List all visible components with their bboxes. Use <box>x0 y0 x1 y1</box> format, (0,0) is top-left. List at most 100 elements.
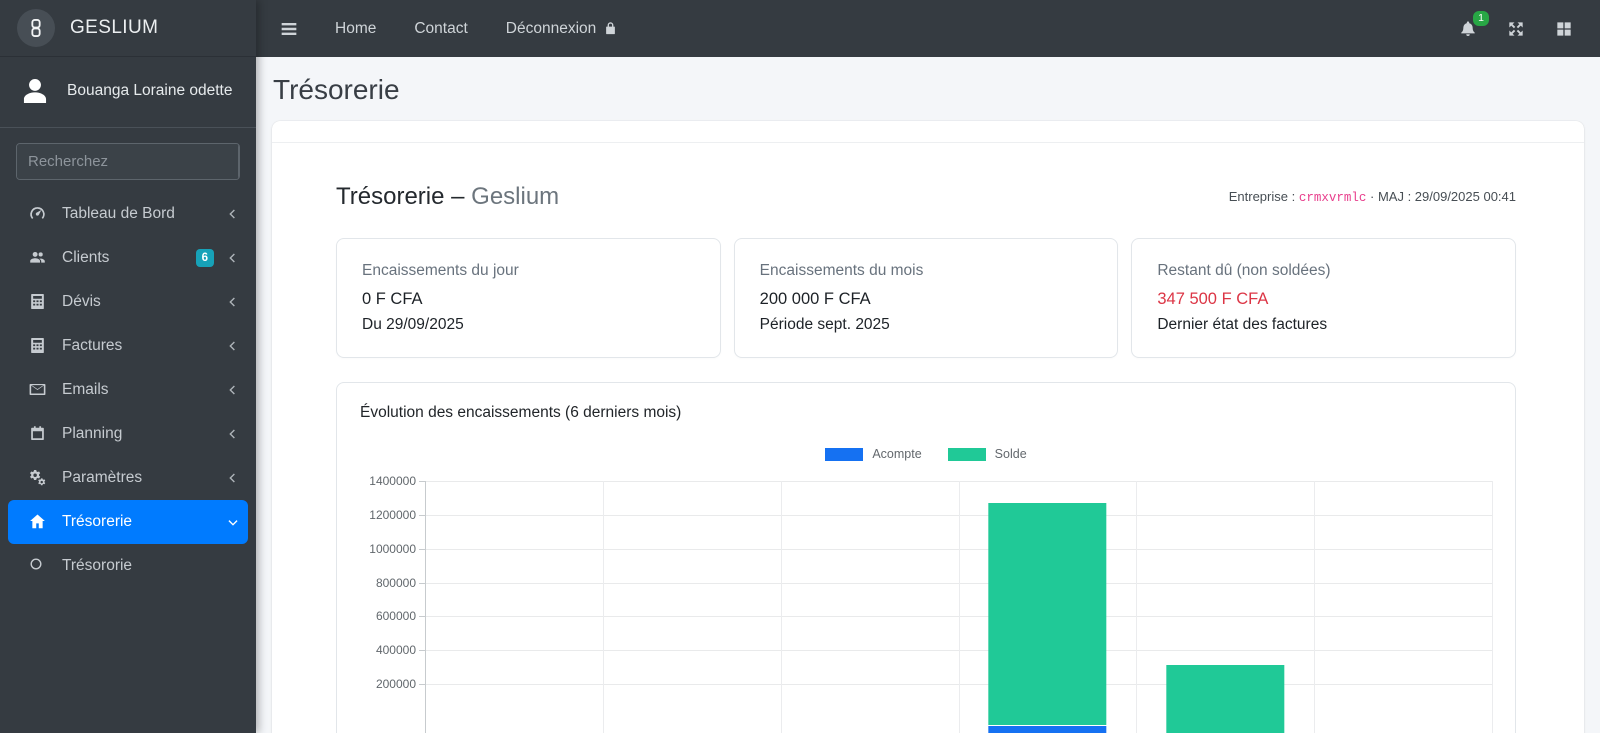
topnav-link-label: Home <box>335 19 377 37</box>
gridline-v <box>1136 481 1138 733</box>
axis-tick <box>419 650 425 652</box>
grid-icon <box>1554 19 1574 39</box>
sidebar-item-planning[interactable]: Planning <box>0 412 256 456</box>
gears-icon-glyph <box>28 468 47 487</box>
y-axis-line <box>425 481 426 733</box>
user-avatar-icon <box>18 74 52 108</box>
axis-tick <box>419 616 425 618</box>
circle-icon <box>28 556 50 576</box>
sidebar-item-label: Trésororie <box>62 557 133 574</box>
sidebar-item-tresorerie[interactable]: Trésorerie <box>8 500 248 544</box>
axis-tick <box>419 481 425 482</box>
chevron-left-icon <box>226 383 240 397</box>
brand-name: GESLIUM <box>70 17 159 38</box>
y-axis-label: 200000 <box>375 677 416 692</box>
sidebar-search-input[interactable] <box>17 144 238 179</box>
sidebar-item-label: Dévis <box>62 293 101 310</box>
axis-tick <box>419 582 425 584</box>
sidebar-item-label: Paramètres <box>62 469 143 486</box>
home-icon-glyph <box>28 512 47 531</box>
y-axis-label: 1000000 <box>369 541 416 556</box>
sidebar-menu: Tableau de Bord Clients 6 Dévis Factures Emai… <box>0 192 256 588</box>
main-content: Trésorerie Trésorerie – Geslium Entrepri… <box>256 57 1600 733</box>
sidebar-item-clients[interactable]: Clients 6 <box>0 236 256 280</box>
fullscreen-button[interactable] <box>1506 19 1526 39</box>
legend-item-acompte[interactable]: Acompte <box>825 447 922 461</box>
topbar-right: 1 <box>1458 10 1600 39</box>
users-icon <box>28 248 50 268</box>
bar-acompte[interactable] <box>988 725 1107 733</box>
apps-grid-button[interactable] <box>1554 19 1574 39</box>
bar-solde[interactable] <box>1166 664 1284 733</box>
content-card-header <box>272 121 1584 143</box>
content-card: Trésorerie – Geslium Entreprise : crmxvr… <box>272 121 1584 733</box>
stat-value: 347 500 F CFA <box>1157 290 1269 308</box>
sidebar-item-label: Tableau de Bord <box>62 205 175 222</box>
legend-item-solde[interactable]: Solde <box>947 447 1027 461</box>
y-axis-label: 1400000 <box>369 474 416 488</box>
chevron-glyph <box>226 471 240 485</box>
bar-solde[interactable] <box>988 503 1107 726</box>
topnav: Home Contact Déconnexion <box>316 20 637 38</box>
calendar-icon <box>28 424 50 444</box>
sidebar-item-parametres[interactable]: Paramètres <box>0 456 256 500</box>
gauge-icon-glyph <box>28 204 47 223</box>
sidebar: GESLIUM Bouanga Loraine odette Tableau d… <box>0 0 256 733</box>
circle-icon-glyph <box>28 556 44 572</box>
stat-card: Encaissements du mois 200 000 F CFA Périod… <box>733 238 1119 358</box>
chart-legend: Acompte Solde <box>337 447 1515 461</box>
home-icon <box>28 512 50 532</box>
chart-title: Évolution des encaissements (6 derniers … <box>360 404 682 421</box>
chevron-glyph <box>226 251 240 265</box>
notifications-button[interactable]: 1 <box>1458 10 1489 39</box>
gridline-v <box>958 481 960 733</box>
chevron-glyph <box>226 339 240 353</box>
chevron-glyph <box>226 295 240 309</box>
topnav-link-contact[interactable]: Contact <box>395 20 486 38</box>
y-axis-label: 1200000 <box>369 507 416 522</box>
company-label: Entreprise : <box>1228 189 1296 204</box>
y-axis-label: 800000 <box>375 575 416 590</box>
section-title: Trésorerie – Geslium <box>336 183 559 211</box>
chevron-left-icon <box>226 295 240 309</box>
sidebar-item-factures[interactable]: Factures <box>0 324 256 368</box>
sidebar-item-devis[interactable]: Dévis <box>0 280 256 324</box>
sidebar-item-label: Factures <box>62 337 123 354</box>
sidebar-item-label: Planning <box>62 425 123 442</box>
sidebar-item-tresororie[interactable]: Trésororie <box>0 544 256 588</box>
topnav-link-label: Contact <box>414 19 468 37</box>
axis-tick <box>419 514 425 516</box>
gauge-icon <box>28 204 50 224</box>
topnav-link-dconnexion[interactable]: Déconnexion <box>487 20 637 38</box>
gridline-v <box>602 481 604 733</box>
chevron-glyph <box>226 427 240 441</box>
legend-swatch <box>825 447 864 461</box>
calculator-icon <box>28 292 50 312</box>
chart-plot: 200000 400000 600000 800000 1000000 1200000 14… <box>369 474 1493 733</box>
chevron-glyph <box>226 207 240 221</box>
calculator-icon <box>28 336 50 356</box>
hamburger-menu-icon[interactable] <box>278 18 300 40</box>
chevron-glyph <box>226 383 240 397</box>
envelope-icon <box>28 380 50 400</box>
brand-link[interactable]: GESLIUM <box>0 0 256 57</box>
topbar: Home Contact Déconnexion 1 <box>256 0 1600 57</box>
sidebar-item-emails[interactable]: Emails <box>0 368 256 412</box>
chevron-down-icon <box>226 515 240 529</box>
sidebar-item-tableau-de-bord[interactable]: Tableau de Bord <box>0 192 256 236</box>
stat-value: 200 000 F CFA <box>759 290 871 308</box>
last-updated: MAJ : 29/09/2025 00:41 <box>1377 189 1516 204</box>
section-head: Trésorerie – Geslium Entreprise : crmxvr… <box>336 183 1516 211</box>
page-title: Trésorerie <box>273 74 400 105</box>
sidebar-search-button[interactable] <box>238 144 240 179</box>
search-icon <box>239 154 240 170</box>
gridline-v <box>780 481 782 733</box>
chart-card: Évolution des encaissements (6 derniers … <box>336 382 1516 733</box>
stat-sub: Période sept. 2025 <box>759 316 890 333</box>
section-title-sub: Geslium <box>471 183 560 210</box>
section-title-main: Trésorerie – <box>336 183 465 210</box>
count-badge: 6 <box>195 249 214 267</box>
user-panel[interactable]: Bouanga Loraine odette <box>0 57 256 128</box>
sidebar-item-label: Clients <box>62 249 110 266</box>
topnav-link-home[interactable]: Home <box>316 20 395 38</box>
